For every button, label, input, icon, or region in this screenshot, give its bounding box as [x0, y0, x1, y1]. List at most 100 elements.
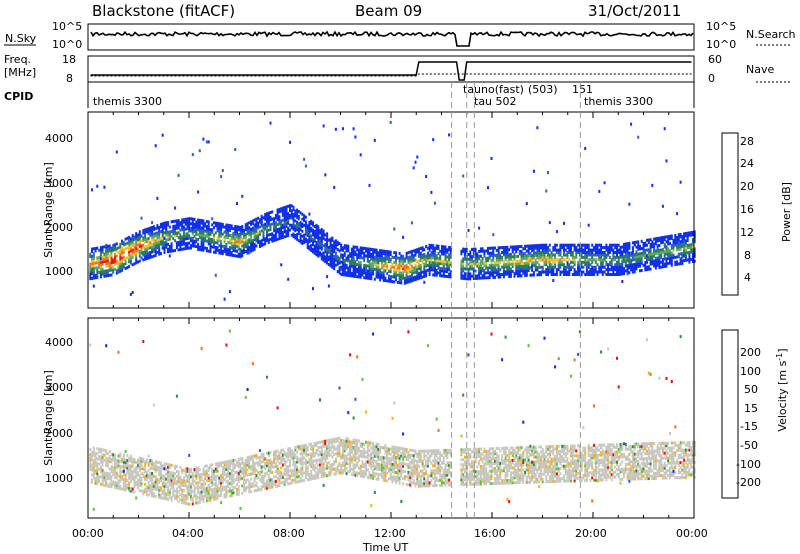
velocity-cell-1136 — [278, 484, 281, 488]
velocity-cell-1385 — [319, 440, 321, 444]
power-cell-1060 — [276, 230, 279, 234]
power-cell-134 — [110, 246, 113, 250]
power-cell-926 — [251, 248, 254, 252]
velocity-cell-1276 — [301, 459, 304, 463]
power-cell-2315 — [502, 270, 505, 274]
power-cell-646 — [202, 224, 205, 228]
velocity-cell-1496 — [338, 464, 341, 468]
velocity-cell-579 — [184, 496, 187, 500]
velocity-cell-998 — [253, 484, 256, 488]
power-cell-2198 — [479, 249, 482, 253]
velocity-cell-1454 — [329, 446, 332, 450]
power-cell-2279 — [495, 268, 498, 272]
velocity-cell-499 — [170, 496, 173, 500]
power-cell-2710 — [571, 251, 574, 254]
power-cell-232 — [129, 237, 132, 241]
power-cell-2269 — [494, 275, 496, 279]
velocity-cell-206 — [122, 468, 125, 472]
velocity-cell-529 — [175, 492, 178, 496]
velocity-cell-1311 — [306, 453, 309, 457]
velocity-cell-451 — [163, 494, 166, 498]
velocity-cell-57 — [98, 475, 101, 478]
velocity-cell-275 — [133, 475, 136, 479]
power-cell-2715 — [573, 263, 576, 267]
power-cell-1643 — [375, 270, 378, 274]
power-cell-2203 — [481, 266, 484, 270]
power-cell-1857 — [412, 259, 415, 263]
power-cell-3391 — [693, 237, 696, 241]
velocity-cell-152 — [114, 471, 116, 475]
power-cell-1425 — [338, 261, 341, 265]
velocity-cell-587 — [184, 467, 187, 470]
power-cell-931 — [251, 231, 254, 235]
power-cell-3056 — [633, 270, 636, 274]
velocity-cell-492 — [168, 478, 171, 482]
power-cell-396 — [158, 238, 161, 242]
power-cell-2777 — [584, 246, 587, 250]
power-cell-1160 — [292, 208, 295, 212]
velocity-cell-526 — [174, 464, 177, 468]
velocity-cell-523 — [174, 477, 177, 481]
power-cell-1794 — [402, 264, 405, 268]
velocity-cell-913 — [237, 460, 240, 464]
power-cell-1587 — [366, 274, 369, 278]
power-cell-2088 — [460, 259, 463, 263]
power-cell-2727 — [575, 248, 578, 252]
velocity-cell-63 — [98, 447, 101, 451]
velocity-cell-1295 — [304, 468, 307, 472]
velocity-cell-988 — [251, 472, 254, 476]
power-cell-2469 — [529, 256, 532, 260]
power-cell-3200 — [660, 265, 663, 269]
power-cell-2789 — [585, 251, 588, 254]
power-cell-2133 — [469, 272, 472, 276]
velocity-cell-558 — [181, 496, 184, 500]
velocity-cell-702 — [204, 477, 207, 481]
velocity-cell-1415 — [324, 472, 327, 476]
velocity-cell-39 — [94, 459, 97, 463]
power-cell-1877 — [416, 267, 419, 271]
velocity-cell-403 — [154, 475, 157, 479]
power-cell-3394 — [693, 230, 696, 234]
power-cell-1923 — [423, 248, 426, 252]
power-cell-1051 — [274, 233, 277, 237]
velocity-cell-655 — [197, 491, 200, 495]
power-cell-1955 — [430, 265, 433, 269]
velocity-cell-812 — [221, 471, 224, 475]
power-cell-3060 — [633, 258, 636, 262]
power-cell-1442 — [342, 268, 344, 272]
power-cell-2971 — [619, 265, 622, 269]
power-cell-2944 — [614, 243, 617, 247]
power-cbar-tick-20: 20 — [740, 180, 754, 193]
power-cell-1007 — [266, 226, 268, 230]
velocity-cell-1045 — [262, 480, 265, 483]
velocity-cell-634 — [193, 491, 196, 495]
power-cell-1614 — [370, 267, 373, 271]
velocity-cell-129 — [110, 480, 113, 484]
power-cell-205 — [124, 237, 127, 241]
power-cell-1061 — [276, 228, 279, 231]
power-cell-2480 — [531, 256, 534, 260]
velocity-cell-912 — [237, 462, 240, 466]
power-cell-604 — [197, 242, 200, 246]
power-cell-1235 — [306, 226, 309, 230]
velocity-cell-398 — [154, 487, 157, 491]
power-cell-540 — [184, 222, 187, 226]
power-cell-399 — [158, 230, 161, 234]
velocity-cell-713 — [205, 479, 208, 483]
power-cell-2664 — [563, 246, 565, 250]
power-cell-3370 — [690, 243, 693, 247]
power-cell-518 — [181, 225, 184, 229]
velocity-cell-1110 — [273, 455, 276, 459]
power-cell-859 — [239, 226, 242, 229]
power-cell-1489 — [349, 254, 352, 258]
power-cell-2020 — [441, 267, 443, 271]
power-cell-3067 — [635, 265, 638, 269]
power-cell-3129 — [646, 254, 648, 258]
power-cell-1658 — [377, 263, 380, 267]
power-cell-1365 — [327, 245, 330, 249]
velocity-cell-1053 — [264, 487, 267, 491]
power-cell-245 — [133, 262, 136, 266]
power-cell-2414 — [520, 266, 523, 270]
velocity-cell-945 — [244, 488, 247, 492]
power-cell-1186 — [297, 224, 300, 228]
